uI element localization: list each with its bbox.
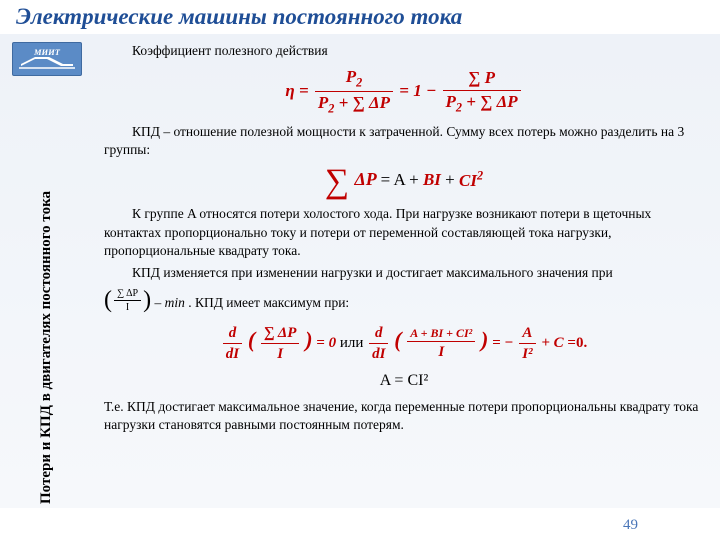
svg-text:МИИТ: МИИТ <box>33 47 61 57</box>
paragraph-3: К группе A относятся потери холостого хо… <box>104 205 704 260</box>
paragraph-4-inline: ( ∑ ΔP I ) – min . КПД имеет максимум пр… <box>104 284 704 316</box>
equation-eta: η = P2 P2 + ∑ ΔP = 1 − ∑ P P2 + ∑ ΔP <box>104 66 704 117</box>
equation-a-ci2: A = CI² <box>104 370 704 392</box>
paragraph-2: КПД – отношение полезной мощности к затр… <box>104 123 704 159</box>
paragraph-4: КПД изменяется при изменении нагрузки и … <box>104 264 704 282</box>
slide: Электрические машины постоянного тока МИ… <box>0 0 720 540</box>
eq-sign: = <box>299 81 309 100</box>
paragraph-1: Коэффициент полезного действия <box>104 42 704 60</box>
body-text: Коэффициент полезного действия η = P2 P2… <box>104 38 704 500</box>
train-logo-icon: МИИТ <box>17 46 77 72</box>
vertical-section-title: Потери и КПД в двигателях постоянного то… <box>38 191 55 504</box>
page-title: Электрические машины постоянного тока <box>16 4 704 30</box>
sigma-icon: ∑ <box>325 165 349 199</box>
paragraph-5: Т.е. КПД достигает максимальное значение… <box>104 398 704 434</box>
equation-derivative: d dI ( ∑ ΔP I ) = 0 или d dI <box>104 323 704 365</box>
page-number: 49 <box>623 517 638 534</box>
content-band: МИИТ Потери и КПД в двигателях постоянно… <box>0 34 720 508</box>
logo: МИИТ <box>12 42 82 76</box>
equation-sum-losses: ∑ ΔP = A + BI + CI2 <box>104 165 704 199</box>
eta-symbol: η <box>285 81 294 100</box>
